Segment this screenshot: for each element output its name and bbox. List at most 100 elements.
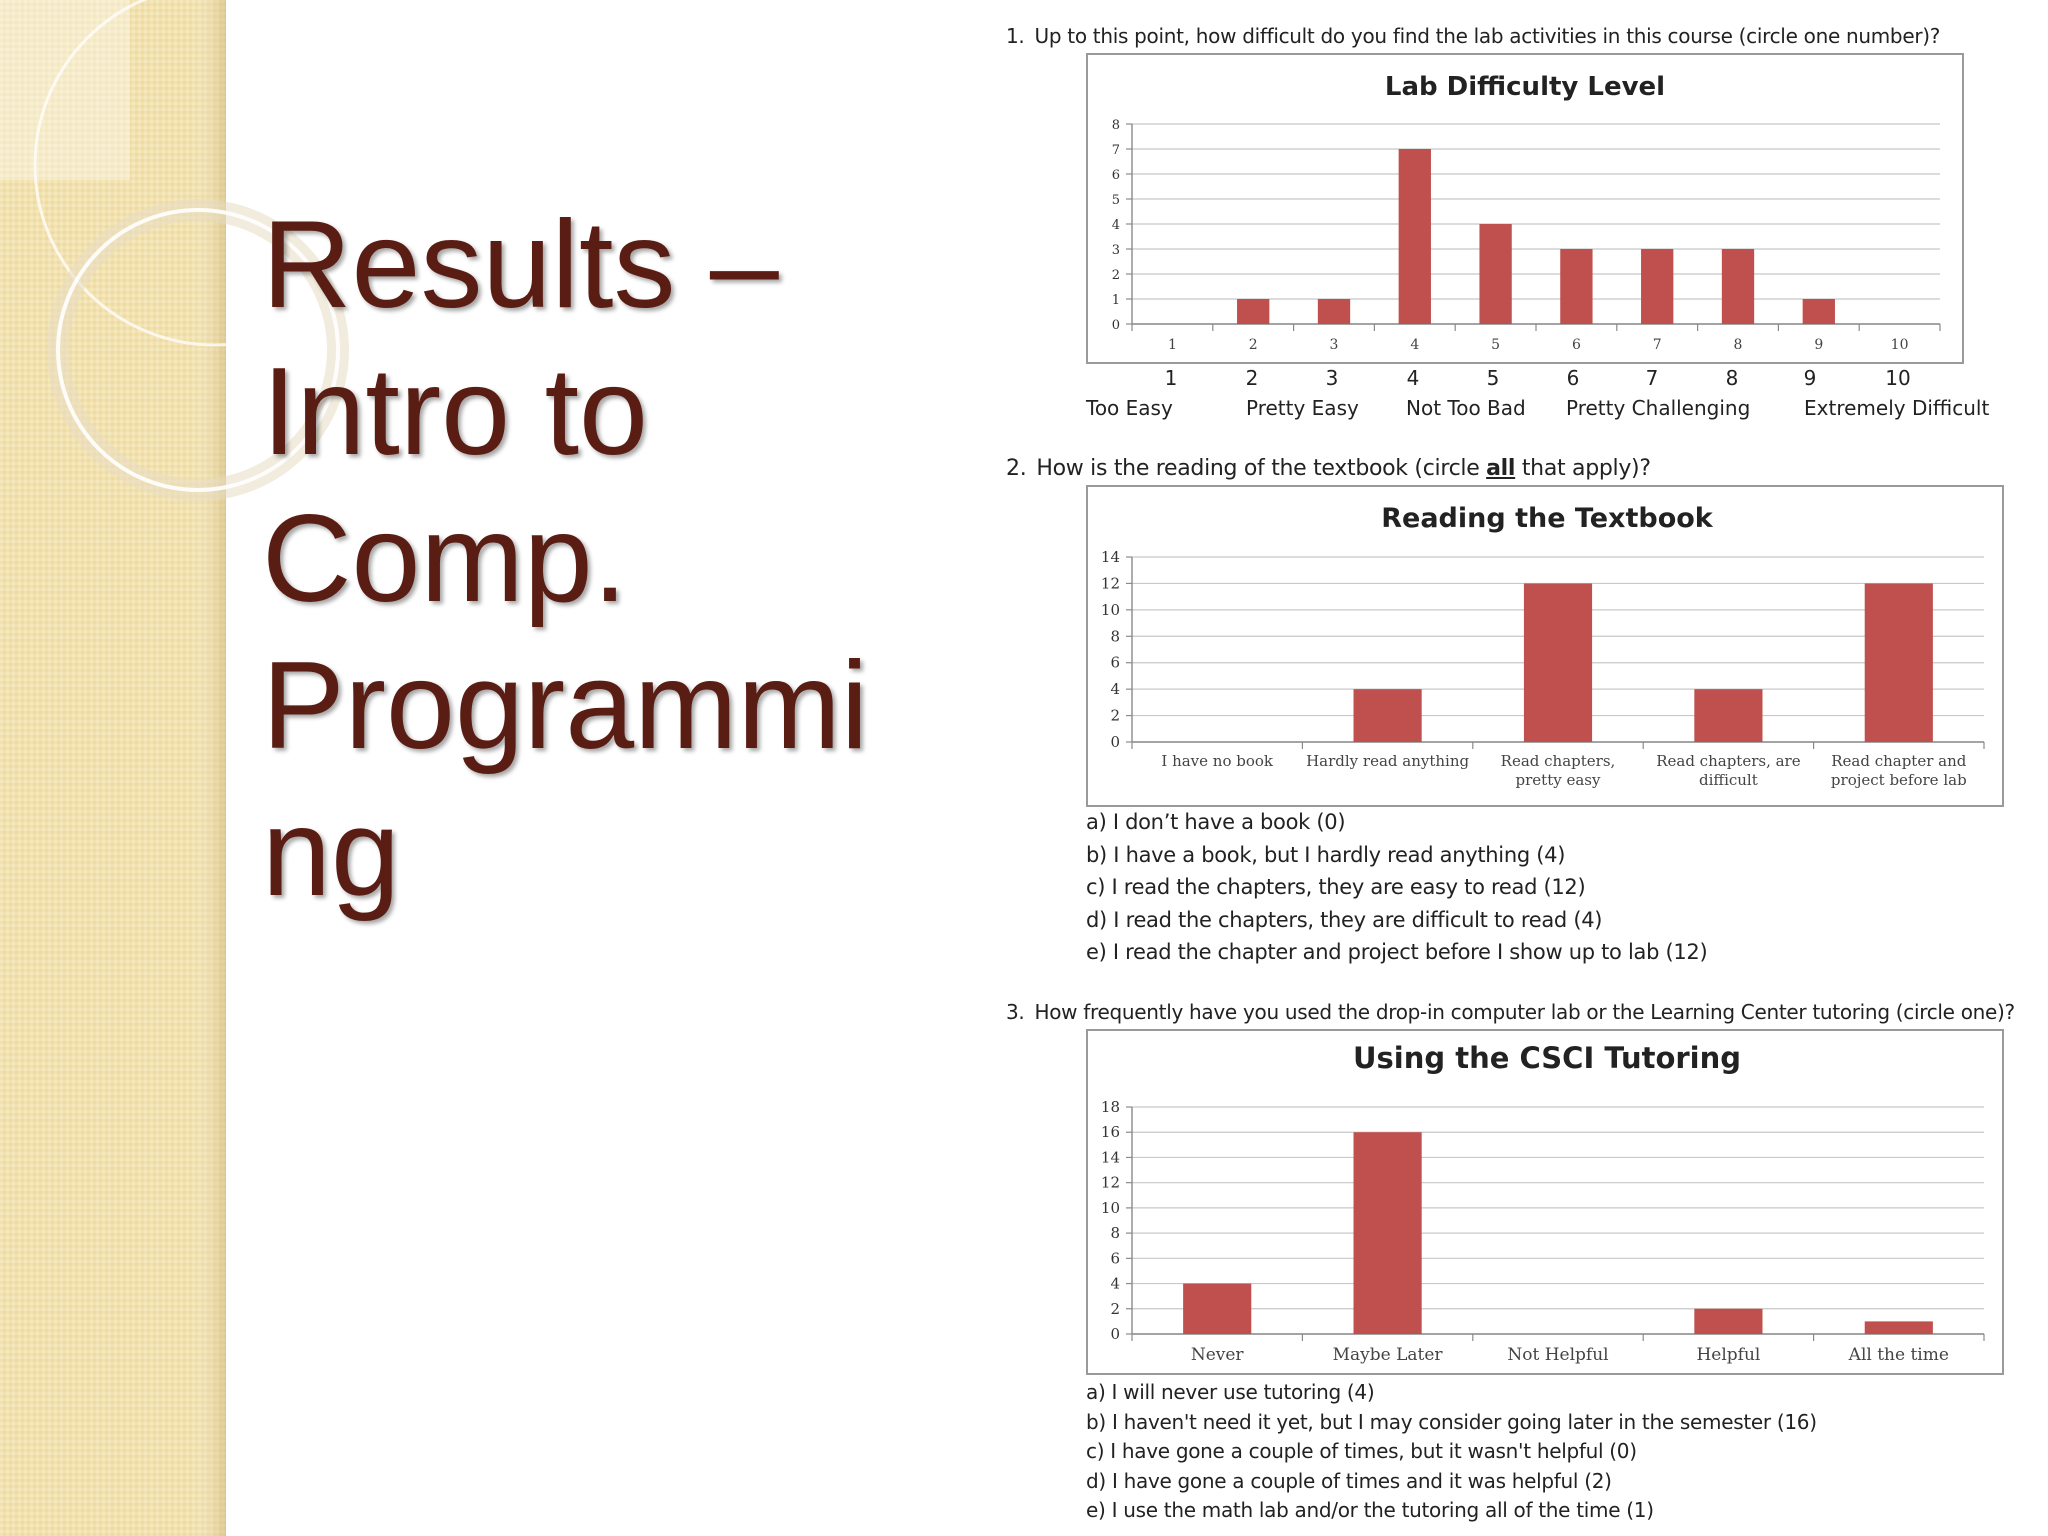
y-tick-label: 16 — [1101, 1123, 1120, 1141]
answer-item: d) I have gone a couple of times and it … — [1086, 1468, 1612, 1493]
scale-number: 7 — [1645, 366, 1659, 390]
y-tick-label: 14 — [1101, 548, 1120, 566]
question-emphasis: all — [1486, 456, 1516, 481]
question-number: 2. — [1006, 456, 1027, 481]
answer-item: a) I don’t have a book (0) — [1086, 810, 1346, 834]
scale-descriptor: Extremely Difficult — [1804, 396, 1990, 420]
x-category-label: Maybe Later — [1333, 1345, 1444, 1365]
answer-item: e) I use the math lab and/or the tutorin… — [1086, 1498, 1654, 1522]
x-category-label: 2 — [1249, 337, 1258, 353]
x-category-label: 10 — [1891, 337, 1909, 353]
slide-title: Results – Intro to Comp. Programmi ng — [262, 192, 962, 927]
question-text-before: How is the reading of the textbook (circ… — [1036, 456, 1487, 481]
scale-number: 9 — [1803, 366, 1817, 390]
bar — [1353, 1132, 1422, 1334]
x-category-label: Never — [1191, 1345, 1245, 1365]
y-tick-label: 2 — [1110, 1300, 1120, 1318]
bar — [1479, 224, 1512, 324]
bar — [1694, 689, 1763, 742]
y-tick-label: 10 — [1101, 601, 1120, 619]
answer-item: c) I read the chapters, they are easy to… — [1086, 875, 1586, 899]
bar — [1641, 249, 1674, 324]
x-category-label: 9 — [1814, 337, 1823, 353]
answer-item: d) I read the chapters, they are difficu… — [1086, 907, 1603, 932]
bar-chart-svg: Using the CSCI Tutoring 0 2 4 6 8 10 12 14 16 18 Ne… — [1101, 1041, 1985, 1365]
bar — [1864, 1321, 1933, 1334]
answer-item: e) I read the chapter and project before… — [1086, 940, 1708, 964]
question-text: Up to this point, how difficult do you f… — [1034, 24, 1941, 48]
x-category-label: 5 — [1491, 337, 1500, 353]
x-category-label: 8 — [1734, 337, 1743, 353]
question-text-after: that apply)? — [1515, 456, 1651, 481]
y-tick-label: 3 — [1112, 243, 1120, 258]
x-category-label: Hardly read anything — [1306, 752, 1469, 770]
y-tick-label: 6 — [1112, 168, 1120, 183]
scale-descriptor: Pretty Easy — [1246, 396, 1359, 420]
chart-lab-difficulty: Lab Difficulty Level 0 1 2 3 4 5 6 7 8 1 2 3 4 5 6 7 8 9 10 — [1086, 53, 1964, 364]
bar — [1353, 689, 1422, 742]
bar-chart-svg: Reading the Textbook 0 2 4 6 8 10 12 14 I have no… — [1101, 503, 1985, 789]
y-tick-label: 5 — [1112, 193, 1120, 208]
y-tick-label: 8 — [1110, 627, 1120, 645]
question-number: 3. — [1006, 1000, 1025, 1024]
chart-title: Using the CSCI Tutoring — [1353, 1041, 1741, 1075]
x-category-label: I have no book — [1161, 752, 1274, 770]
answer-item: b) I haven't need it yet, but I may cons… — [1086, 1409, 1817, 1434]
y-tick-label: 2 — [1112, 268, 1120, 283]
bar — [1721, 249, 1755, 324]
question-1: 1. Up to this point, how difficult do you… — [1006, 24, 1940, 48]
y-tick-label: 12 — [1101, 1174, 1120, 1192]
y-tick-label: 0 — [1112, 318, 1120, 333]
x-category-label: Not Helpful — [1507, 1345, 1608, 1365]
x-category-label: All the time — [1848, 1345, 1949, 1365]
answer-item: c) I have gone a couple of times, but it… — [1086, 1439, 1637, 1463]
decorative-rings — [33, 0, 397, 501]
y-tick-label: 0 — [1110, 733, 1120, 751]
x-category-label: Helpful — [1696, 1345, 1760, 1365]
question-3: 3. How frequently have you used the drop-… — [1006, 1000, 2015, 1024]
scale-number: 4 — [1406, 366, 1420, 390]
y-tick-label: 14 — [1101, 1148, 1120, 1166]
bar — [1398, 149, 1431, 324]
x-category-label: 3 — [1330, 337, 1339, 353]
answer-item: b) I have a book, but I hardly read anyt… — [1086, 842, 1566, 867]
title-line: Results – — [262, 196, 779, 334]
bar — [1237, 299, 1270, 324]
bar — [1802, 299, 1835, 324]
y-tick-label: 0 — [1110, 1325, 1120, 1343]
scale-number: 1 — [1164, 366, 1178, 390]
scale-number: 10 — [1885, 366, 1911, 390]
x-category-label: 4 — [1410, 337, 1419, 353]
question-number: 1. — [1006, 24, 1025, 48]
scale-number: 6 — [1566, 366, 1580, 390]
title-line: Intro to — [262, 343, 648, 481]
x-category-label: Read chapter and project before lab — [1831, 752, 1967, 789]
x-category-label: Read chapters, pretty easy — [1501, 752, 1616, 789]
corner-square — [0, 0, 130, 180]
y-tick-label: 4 — [1110, 680, 1120, 698]
title-line: Comp. — [262, 490, 628, 628]
scale-number: 2 — [1245, 366, 1259, 390]
y-tick-label: 18 — [1101, 1098, 1120, 1116]
difficulty-scale: 1 2 3 4 5 6 7 8 9 10 Too Easy Pretty Eas… — [1086, 366, 2002, 426]
y-tick-label: 2 — [1110, 707, 1120, 725]
scale-descriptor: Too Easy — [1086, 396, 1173, 420]
bar — [1183, 1283, 1252, 1334]
scale-number: 3 — [1325, 366, 1339, 390]
x-category-label: 7 — [1653, 337, 1662, 353]
question-text: How frequently have you used the drop-in… — [1034, 1000, 2015, 1024]
title-line: Programmi — [262, 637, 869, 775]
scale-number: 8 — [1725, 366, 1739, 390]
scale-descriptor: Pretty Challenging — [1566, 396, 1751, 420]
chart-title: Lab Difficulty Level — [1385, 72, 1665, 102]
y-tick-label: 1 — [1112, 293, 1120, 308]
y-tick-label: 7 — [1112, 143, 1120, 158]
y-tick-label: 6 — [1110, 1249, 1120, 1267]
y-tick-label: 4 — [1112, 218, 1120, 233]
bar — [1317, 299, 1351, 324]
q3-answer-list: a) I will never use tutoring (4) b) I ha… — [1086, 1378, 1817, 1526]
bar — [1864, 583, 1933, 742]
title-line: ng — [262, 784, 400, 922]
scale-descriptor: Not Too Bad — [1406, 396, 1526, 420]
